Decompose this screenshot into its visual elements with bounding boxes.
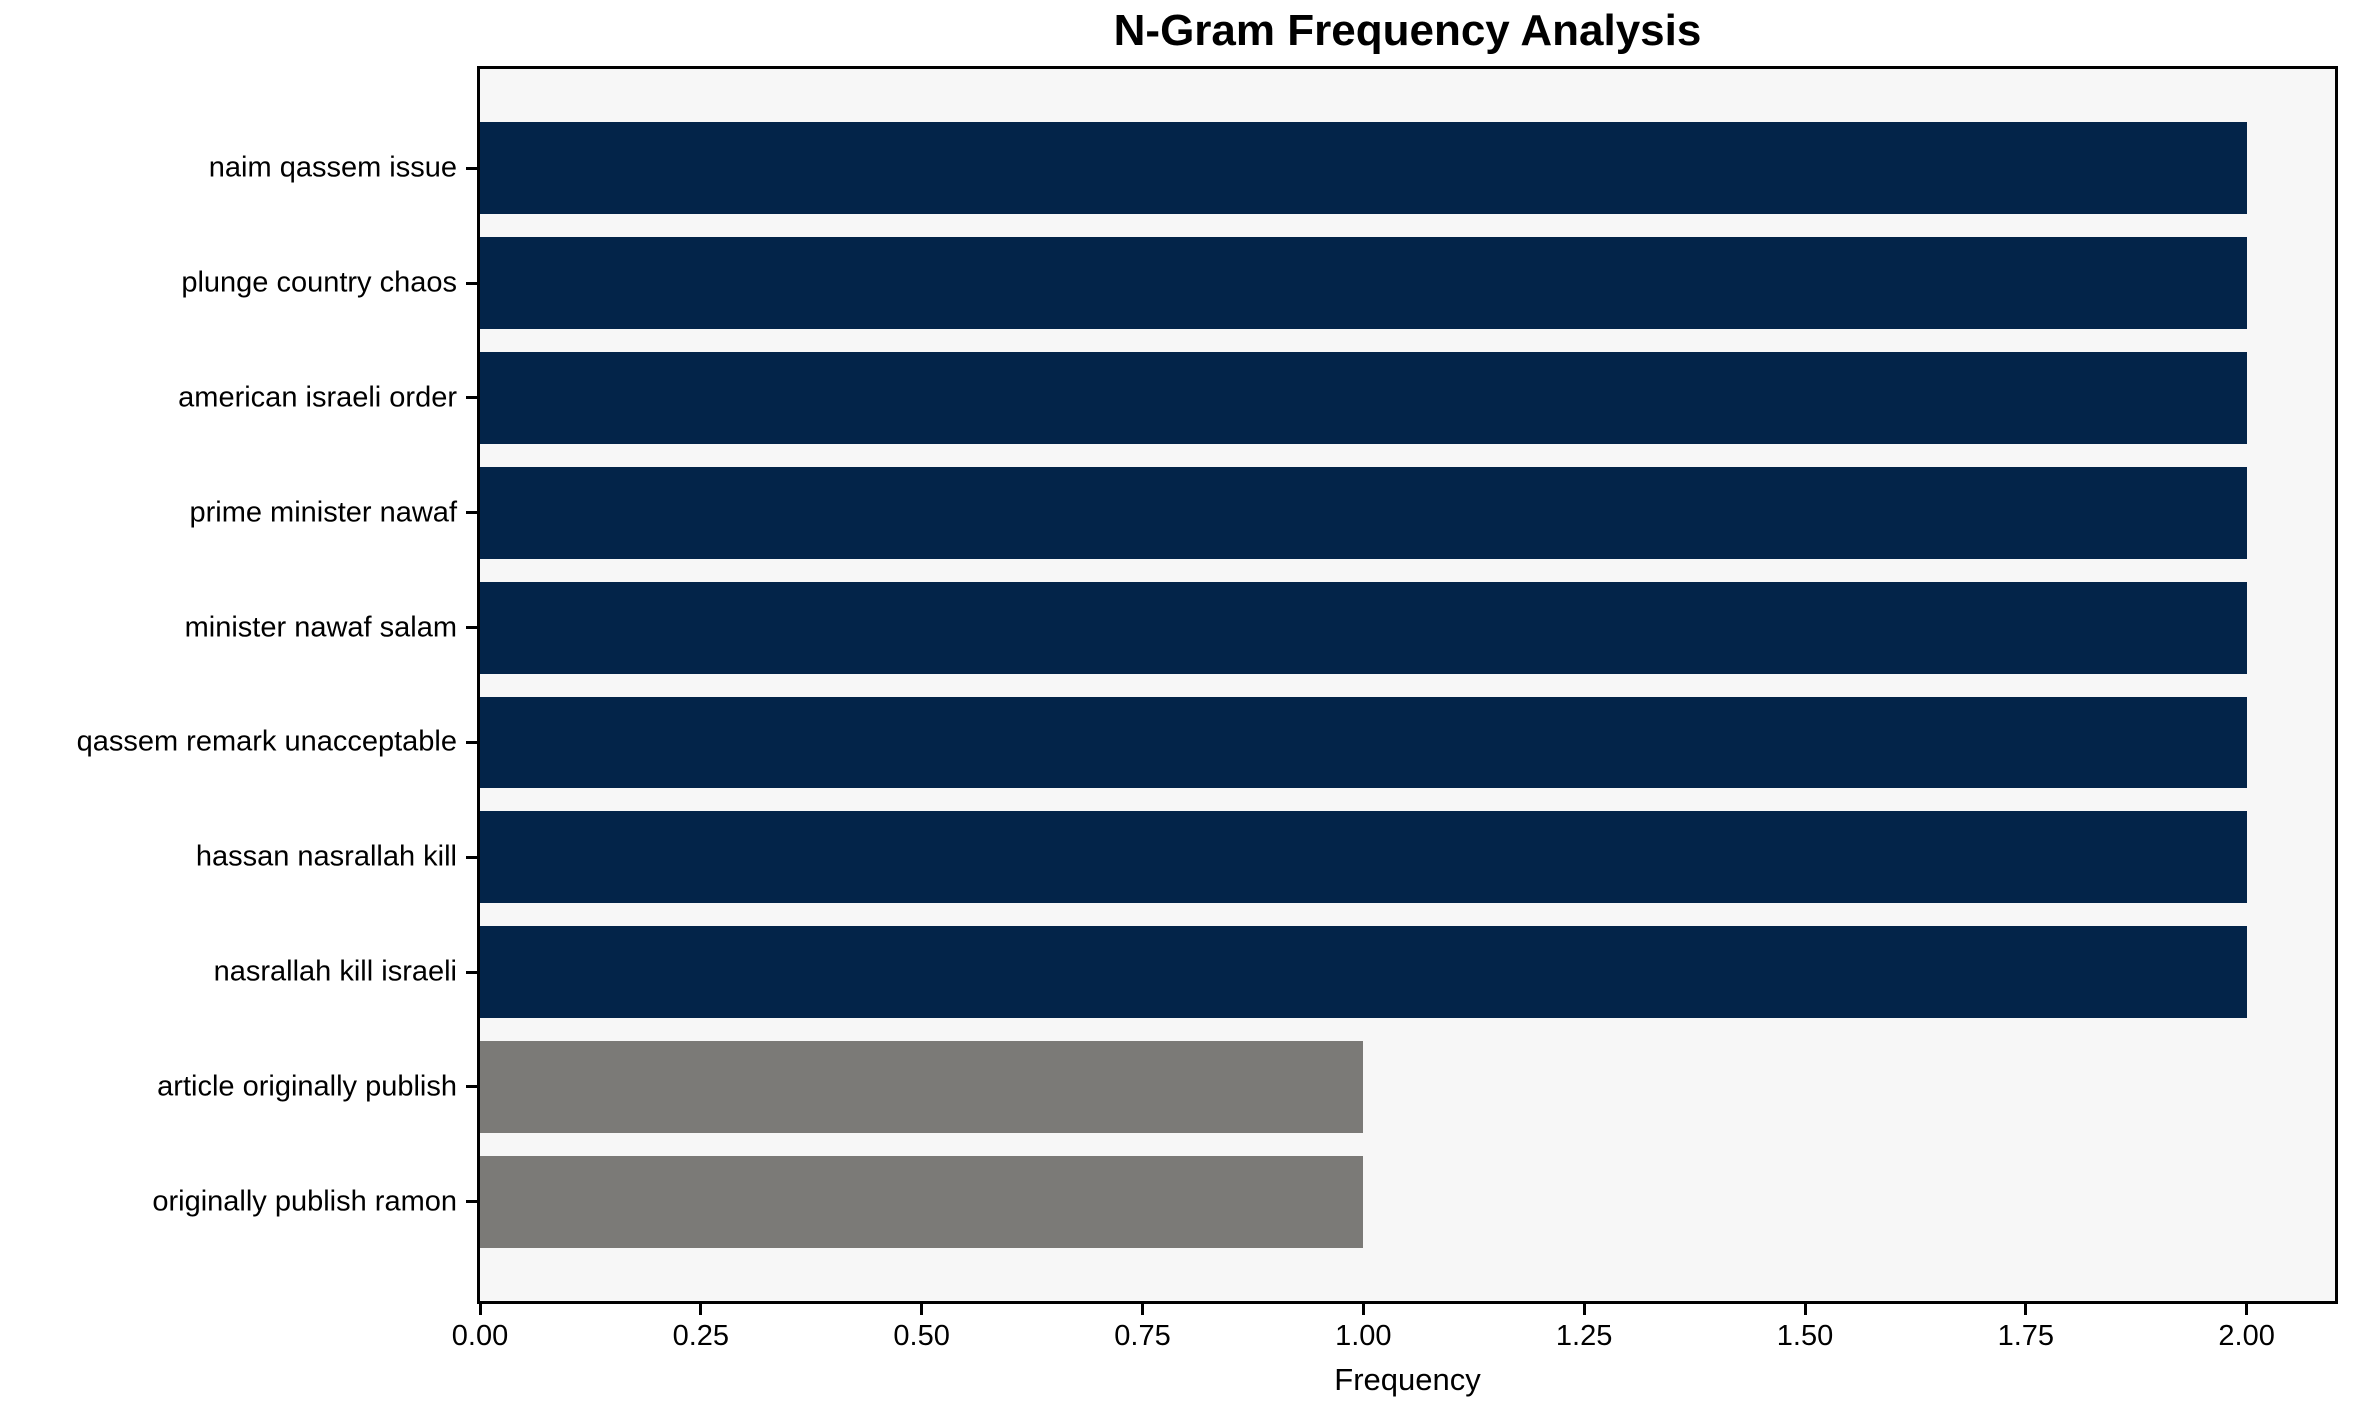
x-axis-tick bbox=[2245, 1304, 2249, 1315]
y-axis-label: qassem remark unacceptable bbox=[76, 725, 457, 758]
x-axis-tick bbox=[1141, 1304, 1144, 1315]
x-axis-tick-label: 0.50 bbox=[893, 1320, 950, 1352]
x-axis-tick bbox=[478, 1304, 482, 1315]
y-axis-tick bbox=[466, 396, 477, 400]
bar bbox=[480, 237, 2247, 330]
y-axis-tick bbox=[466, 626, 477, 630]
x-axis-tick bbox=[2024, 1304, 2028, 1315]
y-axis-tick bbox=[466, 166, 477, 170]
x-axis-tick-label: 2.00 bbox=[2218, 1320, 2275, 1352]
y-axis-label: plunge country chaos bbox=[181, 266, 457, 299]
bar bbox=[480, 926, 2247, 1019]
y-axis-label: prime minister nawaf bbox=[189, 496, 457, 529]
bar bbox=[480, 466, 2247, 559]
y-axis-tick bbox=[466, 1200, 477, 1204]
y-axis-label: naim qassem issue bbox=[208, 151, 457, 184]
bar bbox=[480, 351, 2247, 444]
bar bbox=[480, 581, 2247, 674]
x-axis-tick bbox=[1582, 1304, 1586, 1315]
x-axis-tick-label: 0.25 bbox=[672, 1320, 730, 1352]
x-axis-tick bbox=[1361, 1304, 1365, 1315]
chart-title: N-Gram Frequency Analysis bbox=[1113, 6, 1702, 55]
x-axis-tick-label: 1.00 bbox=[1335, 1320, 1392, 1352]
y-axis-tick bbox=[466, 511, 477, 515]
x-axis-tick bbox=[920, 1304, 924, 1315]
bar bbox=[480, 1041, 1364, 1133]
y-axis-label: minister nawaf salam bbox=[184, 611, 457, 644]
y-axis-tick bbox=[466, 1085, 477, 1089]
y-axis-tick bbox=[466, 740, 477, 744]
x-axis-title: Frequency bbox=[1334, 1362, 1481, 1397]
y-axis-tick bbox=[466, 970, 477, 974]
bar bbox=[480, 122, 2247, 215]
y-axis-tick bbox=[466, 281, 477, 285]
y-axis-label: originally publish ramon bbox=[152, 1185, 457, 1218]
x-axis-tick-label: 0.75 bbox=[1114, 1320, 1171, 1352]
x-axis-tick-label: 0.00 bbox=[451, 1320, 509, 1352]
y-axis-tick bbox=[466, 855, 477, 859]
y-axis-label: nasrallah kill israeli bbox=[213, 955, 457, 988]
x-axis-tick-label: 1.75 bbox=[1997, 1320, 2055, 1352]
bar bbox=[480, 696, 2247, 789]
x-axis-tick-label: 1.25 bbox=[1555, 1320, 1613, 1352]
bar bbox=[480, 811, 2247, 904]
x-axis-tick bbox=[699, 1304, 703, 1315]
y-axis-label: article originally publish bbox=[157, 1070, 457, 1103]
x-axis-tick-label: 1.50 bbox=[1776, 1320, 1834, 1352]
bar bbox=[480, 1155, 1364, 1248]
y-axis-label: american israeli order bbox=[178, 381, 457, 414]
y-axis-label: hassan nasrallah kill bbox=[195, 840, 457, 873]
x-axis-tick bbox=[1803, 1304, 1807, 1315]
